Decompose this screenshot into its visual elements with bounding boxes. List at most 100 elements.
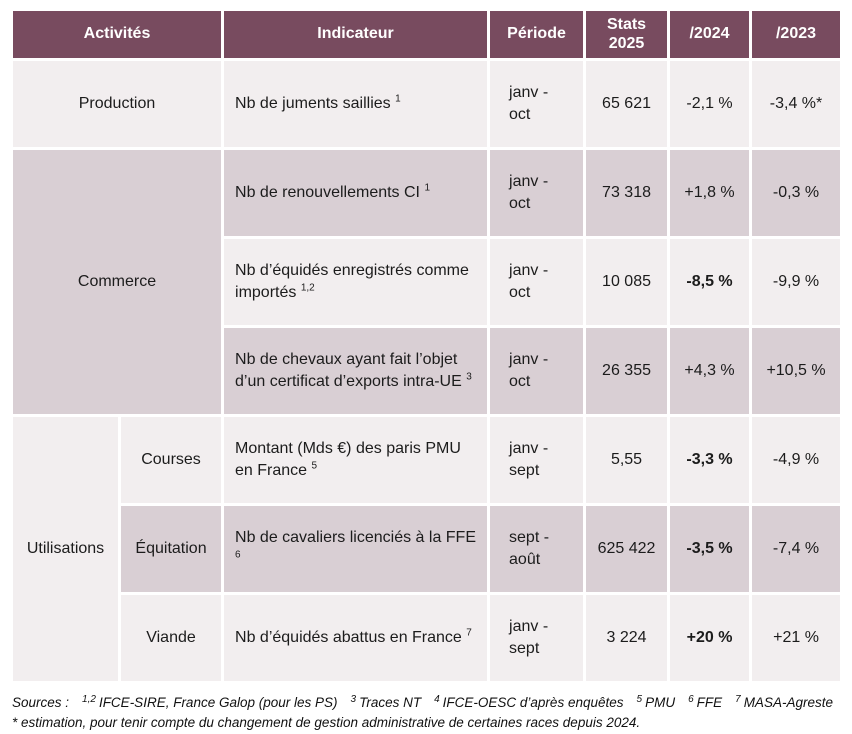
- table-row-equitation: Équitation Nb de cavaliers licenciés à l…: [13, 506, 841, 592]
- period-text: janv - oct: [509, 262, 549, 301]
- source-item: 3 Traces NT: [350, 693, 422, 710]
- indicator-footnote: 5: [311, 460, 318, 472]
- indicator-footnote: 1,2: [300, 282, 315, 294]
- period-cell: janv - oct: [490, 61, 584, 147]
- source-footnote: 7: [735, 693, 741, 705]
- vs2023-cell: -7,4 %: [752, 506, 841, 592]
- vs2023-cell: -4,9 %: [752, 417, 841, 503]
- indicator-footnote: 1: [395, 93, 401, 105]
- table-row-commerce-1: Commerce Nb de renouvellements CI 1 janv…: [13, 150, 841, 414]
- period-cell: janv - sept: [490, 595, 584, 681]
- source-item: 6 FFE: [688, 693, 723, 710]
- header-vs2024: /2024: [670, 11, 750, 58]
- source-text: Traces NT: [359, 695, 422, 710]
- vs2024-cell: -2,1 %: [670, 61, 750, 147]
- subactivity-cell-viande: Viande: [121, 595, 222, 681]
- vs2023-cell: -0,3 %: [752, 150, 841, 236]
- period-cell: janv - oct: [490, 150, 584, 236]
- indicator-cell: Nb de cavaliers licenciés à la FFE 6: [224, 506, 488, 592]
- header-stats-line2: 2025: [608, 34, 645, 52]
- stats-cell: 5,55: [586, 417, 668, 503]
- period-text: janv - oct: [509, 84, 549, 123]
- source-text: PMU: [645, 695, 676, 710]
- subactivity-cell-equitation: Équitation: [121, 506, 222, 592]
- indicator-cell: Nb de juments saillies 1: [224, 61, 488, 147]
- period-cell: sept - août: [490, 506, 584, 592]
- table-row-viande: Viande Nb d’équidés abattus en France 7 …: [13, 595, 841, 681]
- source-text: IFCE-SIRE, France Galop (pour les PS): [98, 695, 338, 710]
- indicator-cell: Nb de renouvellements CI 1: [224, 150, 488, 236]
- period-text: janv - oct: [509, 173, 549, 212]
- indicator-cell: Nb d’équidés enregistrés comme importés …: [224, 239, 488, 325]
- source-footnote: 5: [636, 693, 643, 705]
- period-text: janv - sept: [509, 618, 549, 657]
- indicator-text: Nb de renouvellements CI: [235, 184, 420, 202]
- activity-cell-production: Production: [13, 61, 222, 147]
- indicator-text: Nb d’équidés enregistrés comme importés: [235, 262, 469, 301]
- source-item: 1,2 IFCE-SIRE, France Galop (pour les PS): [82, 693, 338, 710]
- table-row-production: Production Nb de juments saillies 1 janv…: [13, 61, 841, 147]
- header-indicator: Indicateur: [224, 11, 488, 58]
- stats-table: Activités Indicateur Période Stats 2025 …: [10, 8, 843, 684]
- indicator-text: Nb de cavaliers licenciés à la FFE: [235, 529, 476, 547]
- stats-cell: 26 355: [586, 328, 668, 414]
- vs2023-cell: -3,4 %*: [752, 61, 841, 147]
- source-footnote: 1,2: [82, 693, 96, 705]
- activity-cell-utilisations: Utilisations: [13, 417, 118, 681]
- source-text: MASA-Agreste: [743, 695, 833, 710]
- indicator-footnote: 7: [466, 627, 472, 639]
- sources-label: Sources :: [12, 695, 70, 710]
- indicator-text: Nb de chevaux ayant fait l’objet d’un ce…: [235, 351, 462, 390]
- indicator-footnote: 3: [466, 371, 472, 383]
- subactivity-cell-courses: Courses: [121, 417, 222, 503]
- header-period: Période: [490, 11, 584, 58]
- vs2023-cell: +21 %: [752, 595, 841, 681]
- vs2023-cell: +10,5 %: [752, 328, 841, 414]
- vs2024-cell: +20 %: [670, 595, 750, 681]
- stats-cell: 625 422: [586, 506, 668, 592]
- estimation-note: * estimation, pour tenir compte du chang…: [12, 715, 641, 731]
- indicator-text: Nb d’équidés abattus en France: [235, 629, 462, 647]
- activity-cell-commerce: Commerce: [13, 150, 222, 414]
- vs2024-cell: +1,8 %: [670, 150, 750, 236]
- source-text: FFE: [696, 695, 723, 710]
- header-stats-2025: Stats 2025: [586, 11, 668, 58]
- table-row-courses: Utilisations Courses Montant (Mds €) des…: [13, 417, 841, 681]
- period-cell: janv - oct: [490, 328, 584, 414]
- footer: Sources : 1,2 IFCE-SIRE, France Galop (pou…: [12, 693, 843, 734]
- source-footnote: 3: [350, 693, 357, 705]
- stats-cell: 3 224: [586, 595, 668, 681]
- indicator-cell: Montant (Mds €) des paris PMU en France …: [224, 417, 488, 503]
- source-item: 7 MASA-Agreste: [735, 693, 833, 710]
- header-stats-line1: Stats: [606, 16, 647, 34]
- indicator-text: Nb de juments saillies: [235, 95, 391, 113]
- period-cell: janv - oct: [490, 239, 584, 325]
- period-cell: janv - sept: [490, 417, 584, 503]
- header-activities: Activités: [13, 11, 222, 58]
- indicator-footnote: 1: [424, 182, 431, 194]
- indicator-cell: Nb de chevaux ayant fait l’objet d’un ce…: [224, 328, 488, 414]
- indicator-cell: Nb d’équidés abattus en France 7: [224, 595, 488, 681]
- stats-cell: 73 318: [586, 150, 668, 236]
- table-row-commerce-2: Nb d’équidés enregistrés comme importés …: [13, 239, 841, 325]
- indicator-text: Montant (Mds €) des paris PMU en France: [235, 440, 461, 479]
- vs2024-cell: +4,3 %: [670, 328, 750, 414]
- period-text: janv - sept: [509, 440, 549, 479]
- stats-cell: 10 085: [586, 239, 668, 325]
- source-text: IFCE-OESC d’après enquêtes: [442, 695, 624, 710]
- vs2024-cell: -3,5 %: [670, 506, 750, 592]
- vs2024-cell: -8,5 %: [670, 239, 750, 325]
- indicator-footnote: 6: [235, 549, 241, 561]
- table-header: Activités Indicateur Période Stats 2025 …: [13, 11, 841, 58]
- sources-line: Sources : 1,2 IFCE-SIRE, France Galop (pou…: [12, 693, 843, 713]
- table-row-commerce-3: Nb de chevaux ayant fait l’objet d’un ce…: [13, 328, 841, 414]
- vs2023-cell: -9,9 %: [752, 239, 841, 325]
- period-text: janv - oct: [509, 351, 549, 390]
- stats-cell: 65 621: [586, 61, 668, 147]
- source-footnote: 4: [434, 693, 440, 705]
- period-text: sept - août: [509, 529, 550, 568]
- header-vs2023: /2023: [752, 11, 841, 58]
- source-item: 5 PMU: [636, 693, 676, 710]
- source-footnote: 6: [688, 693, 694, 705]
